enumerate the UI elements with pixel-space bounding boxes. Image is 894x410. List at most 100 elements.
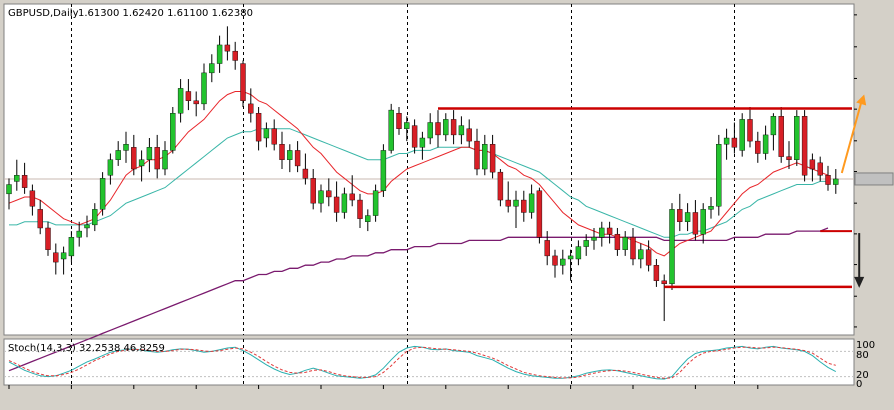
candle-body-11 [92, 209, 98, 226]
candle-body-102 [801, 116, 808, 176]
candle-body-10 [84, 224, 90, 229]
ma-fast-line [8, 91, 829, 257]
stochastic-panel[interactable] [3, 338, 855, 386]
candle-body-95 [747, 119, 753, 142]
candle-body-1 [14, 175, 20, 182]
candle-body-24 [193, 100, 199, 105]
direction-arrows [840, 94, 867, 288]
candle-body-15 [123, 144, 129, 151]
candle-body-37 [294, 150, 301, 167]
candle-body-89 [700, 209, 706, 235]
candle-body-31 [248, 103, 254, 114]
candle-body-30 [240, 63, 246, 101]
candle-body-94 [739, 119, 745, 151]
candle-body-14 [115, 150, 121, 160]
candle-body-47 [372, 190, 379, 216]
candle-body-5 [45, 227, 51, 250]
candle-body-61 [482, 144, 488, 170]
candle-body-34 [271, 128, 277, 145]
price-axis [854, 14, 894, 328]
candle-body-28 [224, 44, 231, 52]
candle-body-71 [560, 258, 566, 266]
moving-averages [8, 91, 829, 372]
candle-body-40 [318, 190, 324, 204]
candle-body-97 [762, 134, 769, 154]
candle-body-104 [817, 162, 823, 176]
candle-body-29 [232, 50, 238, 61]
candle-body-0 [6, 184, 12, 195]
candle-body-7 [60, 252, 67, 260]
candle-body-26 [209, 63, 215, 74]
price-levels [438, 107, 852, 289]
candle-body-84 [661, 280, 667, 285]
time-axis [8, 385, 759, 389]
candle-body-100 [786, 156, 792, 160]
candle-body-27 [216, 44, 223, 64]
candle-body-72 [567, 255, 574, 260]
candle-body-73 [575, 246, 582, 260]
candle-body-25 [201, 72, 207, 105]
candle-body-64 [505, 199, 511, 207]
ma-mid-line [9, 128, 828, 238]
candle-body-103 [809, 159, 816, 170]
candle-body-66 [521, 199, 527, 213]
stoch-level-20: 20 [856, 370, 869, 381]
candle-body-77 [606, 227, 613, 235]
candle-body-2 [21, 175, 28, 188]
candle-body-93 [731, 137, 738, 148]
stoch-signal-line [8, 346, 836, 379]
candle-body-59 [466, 128, 472, 142]
candle-body-83 [653, 265, 660, 281]
current-price-box [854, 172, 894, 186]
candle-body-19 [154, 147, 160, 170]
candle-body-33 [263, 128, 270, 139]
candle-body-106 [833, 178, 839, 185]
candle-body-16 [131, 147, 137, 170]
candle-body-92 [723, 137, 730, 145]
main-chart-area[interactable] [3, 3, 855, 336]
candle-body-58 [458, 125, 465, 136]
candle-body-69 [544, 240, 550, 257]
candle-body-43 [341, 193, 348, 213]
ohlc-label: 1.61300 1.62420 1.61100 1.62380 [78, 8, 253, 19]
candle-body-44 [349, 193, 355, 201]
candle-body-90 [708, 206, 714, 210]
candle-body-9 [76, 230, 82, 238]
candle-body-17 [138, 159, 145, 167]
candle-body-78 [614, 233, 621, 250]
stoch-level-100: 100 [856, 340, 875, 351]
candle-body-48 [380, 150, 387, 191]
candle-body-88 [692, 212, 699, 235]
candle-body-57 [450, 119, 457, 136]
stochastic-lines [4, 345, 854, 380]
candle-body-75 [591, 237, 597, 241]
candle-body-46 [365, 215, 371, 222]
candle-body-101 [794, 116, 800, 160]
candle-body-3 [29, 190, 36, 207]
candle-body-50 [396, 112, 402, 129]
stoch-level-80: 80 [856, 350, 869, 361]
candle-body-20 [162, 150, 168, 170]
candle-body-87 [684, 212, 691, 222]
up-arrow-shaft [840, 102, 863, 174]
candle-body-12 [99, 178, 106, 210]
candle-body-51 [404, 122, 410, 129]
stoch-level-0: 0 [856, 379, 862, 390]
candle-body-86 [677, 209, 683, 222]
candle-body-74 [583, 240, 589, 247]
candle-body-41 [326, 190, 332, 198]
candle-body-96 [755, 140, 761, 154]
candle-body-67 [528, 193, 535, 213]
candle-body-91 [716, 144, 722, 207]
ma-slow-line [8, 227, 829, 372]
candle-body-65 [513, 199, 519, 207]
candle-body-6 [53, 252, 59, 263]
candle-body-23 [185, 91, 192, 101]
candle-body-52 [411, 125, 418, 148]
candle-body-32 [255, 112, 262, 142]
candle-body-79 [622, 237, 628, 250]
candle-body-76 [599, 227, 605, 238]
candle-body-8 [68, 237, 75, 257]
